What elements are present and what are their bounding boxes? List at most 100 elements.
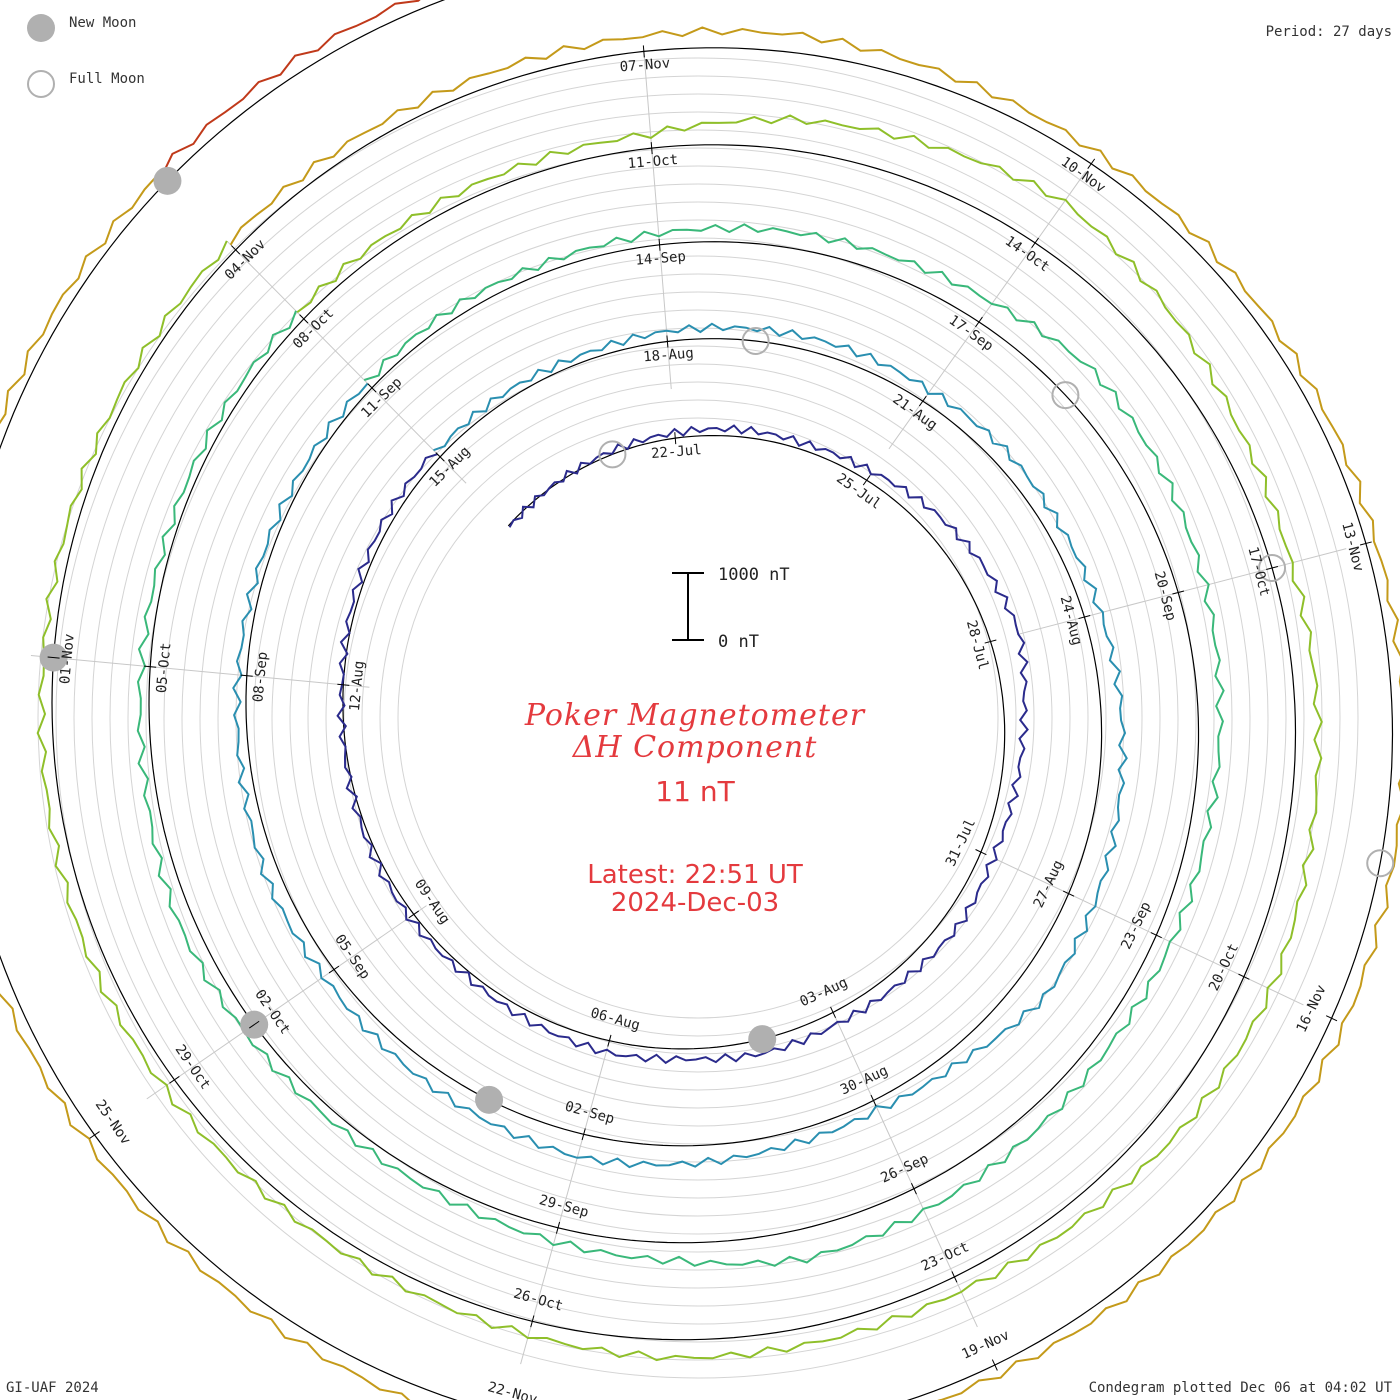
date-label: 20-Sep	[1151, 570, 1179, 623]
new-moon-marker	[475, 1085, 504, 1114]
full-moon-marker	[1051, 381, 1080, 410]
date-tick	[658, 238, 661, 251]
date-tick	[975, 849, 987, 856]
date-label: 28-Jul	[963, 619, 991, 672]
grid-ring	[109, 129, 1287, 1307]
date-tick	[607, 1034, 612, 1047]
date-label: 14-Sep	[635, 249, 687, 269]
chart-title: Poker Magnetometer	[524, 698, 866, 733]
date-tick	[911, 1183, 917, 1195]
scale-bar-top-label: 1000 nT	[718, 565, 790, 585]
date-label: 20-Oct	[1206, 941, 1242, 994]
grid-ring	[217, 237, 1179, 1199]
grid-ring	[361, 381, 1035, 1055]
date-tick	[299, 314, 309, 324]
date-tick	[1266, 565, 1278, 570]
series-line-4	[36, 114, 1323, 1362]
date-tick	[1325, 1015, 1338, 1022]
date-tick	[248, 1020, 260, 1029]
date-label: 23-Oct	[919, 1239, 972, 1275]
date-tick	[666, 335, 669, 348]
date-tick	[1031, 237, 1039, 249]
grid-ring	[181, 201, 1215, 1235]
date-label: 14-Oct	[1002, 233, 1052, 275]
date-tick	[231, 245, 241, 255]
legend-full-moon: Full Moon	[27, 70, 145, 98]
date-tick	[870, 1094, 877, 1107]
series-line-5	[0, 26, 1400, 1400]
radial-spoke	[226, 240, 467, 484]
date-tick	[1078, 615, 1091, 620]
date-label: 13-Nov	[1338, 520, 1366, 573]
period-label: Period: 27 days	[1265, 24, 1392, 40]
grid-ring	[253, 273, 1143, 1163]
date-tick	[1172, 590, 1185, 595]
grid-ring	[199, 219, 1197, 1217]
series-line-2	[232, 322, 1128, 1169]
new-moon-marker	[748, 1025, 777, 1054]
date-label: 08-Sep	[250, 651, 271, 703]
grid-ring	[325, 345, 1071, 1091]
grid-ring	[307, 327, 1089, 1109]
date-tick	[984, 639, 997, 644]
legend-full-moon-label: Full Moon	[69, 71, 145, 87]
plotted-label: Condegram plotted Dec 06 at 04:02 UT	[1088, 1380, 1392, 1396]
date-tick	[975, 316, 983, 328]
date-tick	[328, 965, 340, 974]
date-tick	[337, 683, 350, 686]
date-label: 11-Oct	[627, 152, 679, 172]
grid-ring	[127, 147, 1269, 1289]
date-label: 01-Nov	[57, 633, 78, 685]
date-tick	[169, 1075, 180, 1084]
grid-ring	[163, 183, 1233, 1253]
grid-ring	[55, 75, 1341, 1361]
date-tick	[581, 1128, 586, 1141]
grid-ring	[397, 417, 999, 1019]
scale-bar: 1000 nT 0 nT	[672, 565, 790, 652]
date-tick	[991, 1359, 998, 1371]
legend-new-moon-label: New Moon	[69, 15, 137, 31]
date-tick	[555, 1221, 561, 1234]
date-label: 30-Aug	[838, 1063, 891, 1099]
date-label: 26-Oct	[512, 1286, 565, 1315]
full-moon-marker	[1258, 553, 1287, 582]
date-tick	[1150, 932, 1162, 939]
moon-markers	[39, 166, 1395, 1114]
date-label: 24-Aug	[1057, 594, 1085, 647]
grid-ring	[37, 57, 1359, 1379]
date-tick	[367, 383, 377, 393]
date-label: 19-Nov	[959, 1327, 1012, 1363]
date-tick	[408, 910, 420, 919]
new-moon-marker	[153, 166, 182, 195]
series-line-6	[161, 0, 421, 176]
full-moon-marker	[1366, 849, 1395, 878]
date-label: 03-Aug	[798, 975, 851, 1011]
radial-spoke	[146, 905, 427, 1100]
grid-ring	[271, 291, 1125, 1145]
date-label: 07-Nov	[619, 55, 671, 75]
date-label: 18-Aug	[643, 345, 695, 365]
full-moon-marker	[598, 440, 627, 469]
date-tick	[951, 1271, 958, 1283]
date-label: 12-Aug	[347, 660, 368, 712]
date-tick	[674, 432, 677, 445]
grid-rings	[37, 57, 1359, 1379]
date-tick	[144, 665, 157, 668]
credit-label: GI-UAF 2024	[6, 1380, 99, 1396]
grid-ring	[289, 309, 1107, 1127]
date-tick	[530, 1315, 535, 1328]
radial-spoke	[520, 1036, 612, 1365]
radial-spoke	[30, 654, 370, 688]
date-tick	[642, 45, 645, 58]
radial-spoke	[643, 50, 672, 390]
date-label: 22-Jul	[651, 442, 703, 462]
full-moon-icon	[27, 70, 55, 98]
date-label: 26-Sep	[878, 1151, 931, 1187]
new-moon-icon	[27, 14, 55, 42]
chart-subtitle: ΔH Component	[572, 730, 818, 765]
legend-new-moon: New Moon	[27, 14, 136, 42]
grid-ring	[343, 363, 1053, 1073]
date-label: 23-Sep	[1118, 899, 1154, 952]
